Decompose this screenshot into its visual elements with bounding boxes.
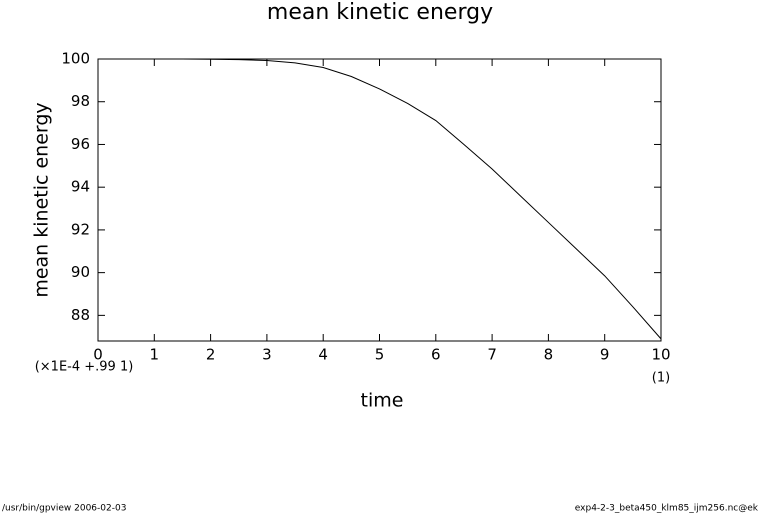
y-tick-label: 92 [71, 220, 90, 238]
x-tick-label: 3 [262, 346, 272, 364]
y-tick-label: 96 [71, 135, 90, 153]
y-tick-label: 98 [71, 92, 90, 110]
x-tick-label: 9 [600, 346, 610, 364]
scale-note: (×1E-4 +.99 1) [35, 360, 134, 375]
x-tick-label: 10 [651, 346, 670, 364]
chart-title: mean kinetic energy [267, 0, 493, 25]
x-tick-label: 6 [431, 346, 441, 364]
x-tick-label: 4 [318, 346, 328, 364]
x-tick-label: 8 [544, 346, 554, 364]
x-tick-label: 5 [375, 346, 385, 364]
line [98, 58, 662, 340]
x-axis-label: time [361, 390, 404, 412]
y-tick-label: 94 [71, 178, 90, 196]
x-tick-label: 1 [150, 346, 160, 364]
y-tick-label: 90 [71, 263, 90, 281]
y-tick-label: 88 [71, 306, 90, 324]
footer: exp4-2-3_beta450_klm85_ijm256.nc@ek [575, 504, 759, 513]
x-tick-label: 2 [206, 346, 216, 364]
y-tick-label: 100 [61, 50, 90, 68]
x-tick-label: 7 [487, 346, 497, 364]
scale-note: (1) [652, 371, 670, 386]
x-tick-label: 0 [93, 346, 103, 364]
y-axis-label: mean kinetic energy [31, 102, 53, 297]
footer: /usr/bin/gpview 2006-02-03 [2, 504, 126, 513]
